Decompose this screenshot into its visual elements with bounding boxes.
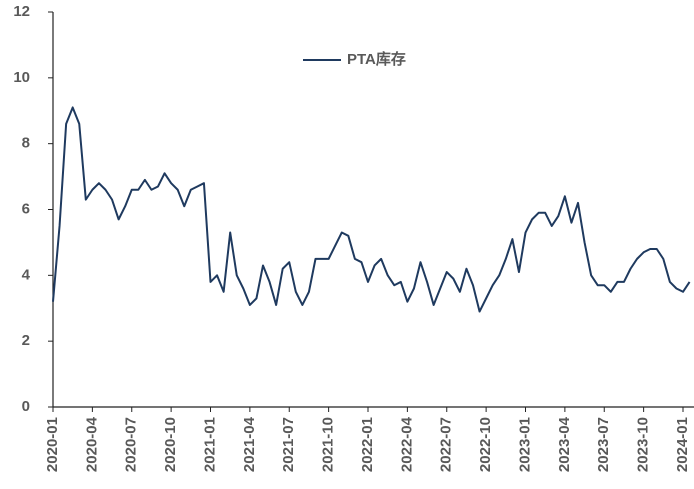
x-tick-label: 2021-10 [320,417,337,472]
x-tick-label: 2021-01 [201,417,218,472]
x-tick-label: 2022-07 [438,417,455,472]
x-tick-label: 2020-07 [123,417,140,472]
y-tick-label: 10 [13,69,30,86]
y-tick-label: 8 [22,135,30,152]
legend-label: PTA库存 [347,50,406,68]
y-tick-label: 0 [22,398,30,415]
x-tick-label: 2020-01 [44,417,61,472]
x-tick-label: 2023-01 [516,417,533,472]
y-tick-label: 12 [13,3,30,20]
y-tick-label: 4 [22,266,31,283]
x-tick-label: 2022-04 [398,416,415,472]
x-tick-label: 2020-04 [83,416,100,472]
x-tick-label: 2021-04 [241,416,258,472]
x-tick-label: 2020-10 [162,417,179,472]
x-tick-label: 2022-10 [477,417,494,472]
x-tick-label: 2021-07 [280,417,297,472]
y-tick-label: 2 [22,332,30,349]
x-tick-label: 2022-01 [359,417,376,472]
x-tick-label: 2023-10 [635,417,652,472]
x-tick-label: 2024-01 [674,417,691,472]
line [52,106,691,313]
x-tick-label: 2023-04 [556,416,573,472]
y-tick-label: 6 [22,200,30,217]
x-tick-label: 2023-07 [595,417,612,472]
